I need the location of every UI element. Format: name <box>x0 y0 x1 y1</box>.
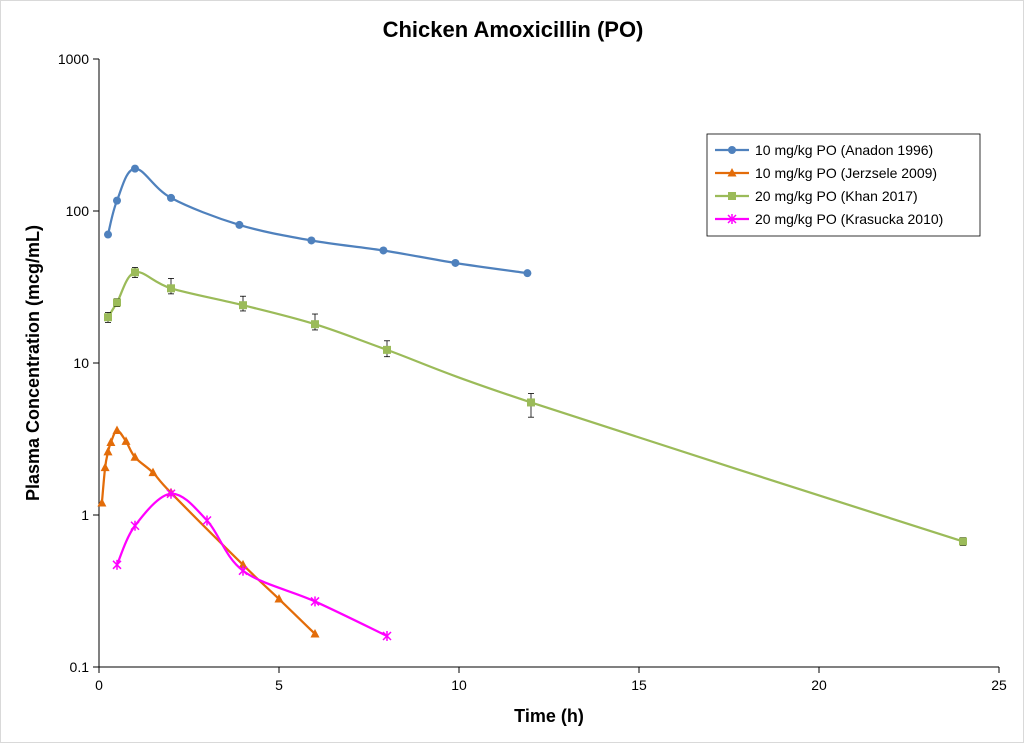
series-line <box>115 492 388 637</box>
series-layer <box>97 164 967 641</box>
legend-label: 10 mg/kg PO (Jerzsele 2009) <box>755 165 937 181</box>
legend-swatch-marker <box>728 192 736 200</box>
series-3 <box>104 267 967 546</box>
data-point <box>112 425 122 434</box>
legend-swatch-marker <box>728 146 736 154</box>
y-tick-label: 1 <box>81 507 89 523</box>
chart-title: Chicken Amoxicillin (PO) <box>383 17 644 42</box>
data-point <box>382 630 392 641</box>
series-line <box>107 270 964 543</box>
y-axis-label: Plasma Concentration (mcg/mL) <box>23 225 43 501</box>
data-point <box>523 269 532 278</box>
x-axis-label: Time (h) <box>514 706 584 726</box>
y-tick-label: 10 <box>73 355 89 371</box>
legend: 10 mg/kg PO (Anadon 1996) 10 mg/kg PO (Je… <box>706 133 981 237</box>
data-point <box>167 193 175 202</box>
data-point <box>113 196 121 205</box>
data-point <box>527 398 535 407</box>
data-point <box>130 452 140 461</box>
legend-label: 20 mg/kg PO (Krasucka 2010) <box>755 211 943 227</box>
data-point <box>310 628 320 638</box>
x-ticks: 0 5 10 15 20 25 <box>95 667 1007 693</box>
data-point <box>959 537 967 546</box>
data-point <box>307 236 316 245</box>
legend-entry: 20 mg/kg PO (Krasucka 2010) <box>715 211 943 227</box>
data-point <box>104 313 112 322</box>
x-tick-label: 0 <box>95 677 103 693</box>
data-point <box>383 345 391 354</box>
data-point <box>202 515 212 526</box>
legend-entry: 10 mg/kg PO (Anadon 1996) <box>715 142 933 158</box>
y-tick-label: 1000 <box>58 51 89 67</box>
data-point <box>166 488 176 499</box>
series-1 <box>104 164 532 278</box>
y-ticks: 0.1 1 10 100 1000 <box>58 51 99 675</box>
data-point <box>131 268 139 277</box>
data-point <box>238 559 248 569</box>
data-point <box>113 298 121 307</box>
data-point <box>100 462 110 472</box>
data-point <box>310 596 320 607</box>
x-tick-label: 10 <box>451 677 467 693</box>
data-point <box>239 301 247 310</box>
legend-label: 20 mg/kg PO (Khan 2017) <box>755 188 918 204</box>
series-line <box>106 167 528 275</box>
data-point <box>274 594 284 603</box>
data-point <box>121 436 131 445</box>
data-point <box>148 467 158 477</box>
legend-entry: 20 mg/kg PO (Khan 2017) <box>715 188 918 204</box>
data-point <box>103 446 113 456</box>
series-4 <box>112 488 392 641</box>
data-point <box>112 559 122 570</box>
data-point <box>379 246 388 255</box>
legend-label: 10 mg/kg PO (Anadon 1996) <box>755 142 933 158</box>
legend-swatch-marker <box>727 214 737 224</box>
data-point <box>235 220 244 229</box>
data-point <box>451 258 460 267</box>
data-point <box>238 565 248 576</box>
legend-box <box>706 133 981 237</box>
y-tick-label: 0.1 <box>70 659 90 675</box>
series-line <box>100 429 316 635</box>
data-point <box>167 284 175 293</box>
data-point <box>131 164 139 173</box>
legend-swatch-marker <box>727 168 737 177</box>
x-tick-label: 5 <box>275 677 283 693</box>
data-point <box>311 320 319 329</box>
x-tick-label: 20 <box>811 677 827 693</box>
data-point <box>130 520 140 531</box>
data-point <box>97 497 107 507</box>
y-tick-label: 100 <box>66 203 90 219</box>
x-tick-label: 25 <box>991 677 1007 693</box>
legend-entry: 10 mg/kg PO (Jerzsele 2009) <box>715 165 937 181</box>
x-tick-label: 15 <box>631 677 647 693</box>
data-point <box>106 437 116 446</box>
data-point <box>104 230 112 239</box>
